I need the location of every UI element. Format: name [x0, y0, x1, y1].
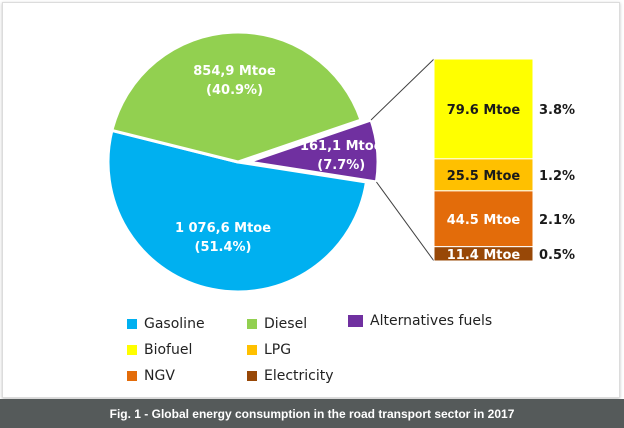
legend-label-gasoline: Gasoline — [144, 316, 205, 332]
bar-pct-label-lpg: 1.2% — [539, 169, 575, 184]
legend-item-lpg: LPG — [247, 342, 291, 358]
bar-pct-label-ngv: 2.1% — [539, 213, 575, 228]
legend-label-ngv: NGV — [144, 368, 175, 384]
legend-swatch-ngv — [127, 371, 137, 381]
legend-swatch-gasoline — [127, 319, 137, 329]
legend-item-gasoline: Gasoline — [127, 316, 205, 332]
slice-pct-label-diesel: (40.9%) — [206, 83, 263, 98]
bar-value-label-electricity: 11.4 Mtoe — [447, 248, 521, 263]
legend-swatch-lpg — [247, 345, 257, 355]
legend-label-alternatives: Alternatives fuels — [370, 313, 493, 329]
legend-label-diesel: Diesel — [264, 316, 308, 332]
legend-swatch-diesel — [247, 319, 257, 329]
legend-label-electricity: Electricity — [264, 368, 334, 384]
slice-value-label-alternatives: 161,1 Mtoe — [300, 139, 383, 154]
bar-segment-electricity — [433, 246, 534, 262]
figure-caption: Fig. 1 - Global energy consumption in th… — [0, 399, 624, 428]
legend-label-lpg: LPG — [264, 342, 292, 358]
bar-pct-label-biofuel: 3.8% — [539, 103, 575, 118]
bar-value-label-lpg: 25.5 Mtoe — [447, 169, 521, 184]
legend-swatch-biofuel — [127, 345, 137, 355]
legend-swatch-electricity — [247, 371, 257, 381]
bar-value-label-ngv: 44.5 Mtoe — [447, 213, 521, 228]
pie-slice-alternatives — [247, 118, 380, 184]
bar-pct-label-electricity: 0.5% — [539, 248, 575, 263]
bar-segment-biofuel — [433, 58, 534, 160]
slice-pct-label-alternatives: (7.7%) — [317, 158, 365, 173]
legend-swatch-alternatives — [348, 315, 363, 327]
bar-value-label-biofuel: 79.6 Mtoe — [447, 103, 521, 118]
pie-slice-diesel — [110, 30, 363, 164]
legend-item-biofuel: Biofuel — [127, 342, 192, 358]
legend-item-alternatives: Alternatives fuels — [348, 313, 492, 329]
legend-label-biofuel: Biofuel — [144, 342, 193, 358]
slice-value-label-gasoline: 1 076,6 Mtoe — [175, 221, 271, 236]
legend-item-diesel: Diesel — [247, 316, 307, 332]
legend-item-ngv: NGV — [127, 368, 175, 384]
pie-slice-gasoline — [106, 128, 369, 294]
connector-line-top — [370, 58, 435, 121]
slice-value-label-diesel: 854,9 Mtoe — [193, 64, 276, 79]
slice-pct-label-gasoline: (51.4%) — [195, 240, 252, 255]
legend-item-electricity: Electricity — [247, 368, 334, 384]
chart-svg: 1 076,6 Mtoe (51.4%) 854,9 Mtoe (40.9%) 161,… — [106, 30, 575, 294]
connector-line-bottom — [376, 181, 435, 262]
